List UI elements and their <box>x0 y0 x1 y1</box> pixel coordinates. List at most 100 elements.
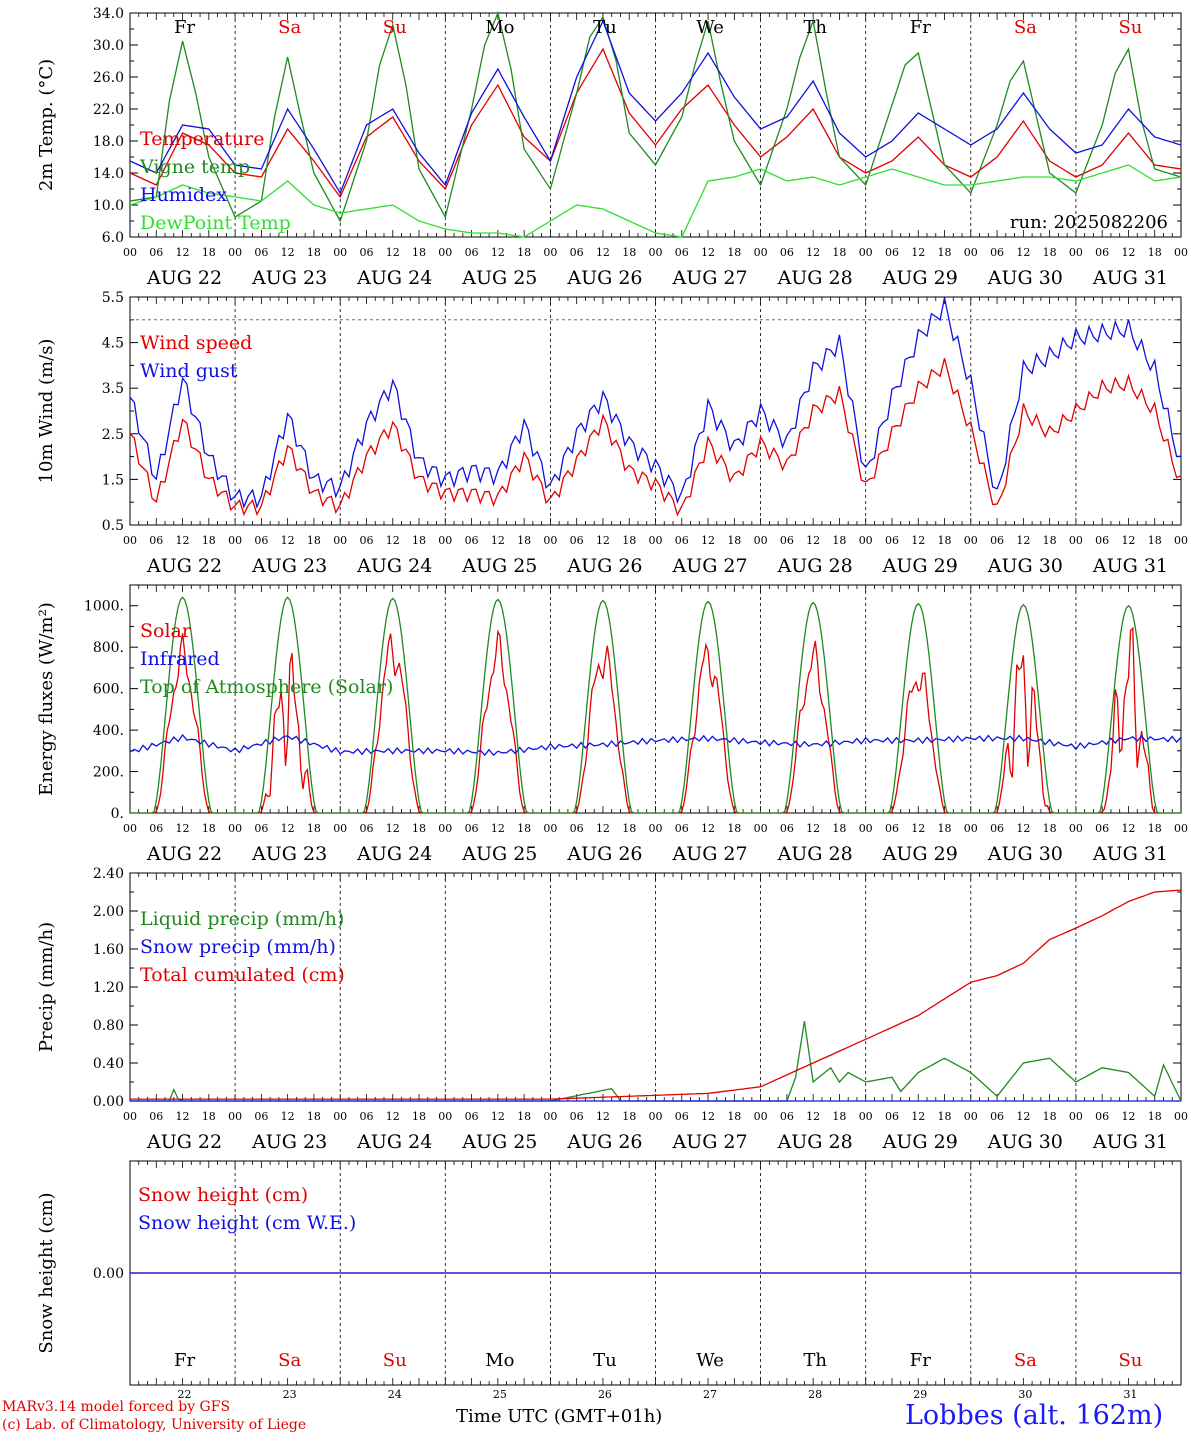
hour-tick-label: 12 <box>596 534 610 547</box>
y-axis-label: Energy fluxes (W/m²) <box>36 602 57 796</box>
series-line-wind-speed <box>129 358 1182 517</box>
hour-tick-label: 00 <box>543 1110 557 1123</box>
date-label: AUG 23 <box>251 267 327 289</box>
series-line-infrared <box>129 733 1182 757</box>
hour-tick-label: 18 <box>412 1110 426 1123</box>
hour-tick-label: 00 <box>1069 822 1083 835</box>
hour-tick-label: 06 <box>570 1110 584 1123</box>
y-tick-label: 0.00 <box>93 1266 124 1282</box>
y-tick-label: 34.0 <box>93 6 124 22</box>
hour-tick-label: 00 <box>543 534 557 547</box>
hour-tick-label: 06 <box>885 246 899 259</box>
day-name-bottom: Fr <box>174 1350 195 1371</box>
date-label: AUG 28 <box>777 555 853 577</box>
day-number-label: 31 <box>1123 1388 1137 1401</box>
hour-tick-label: 00 <box>754 246 768 259</box>
hour-tick-label: 06 <box>254 534 268 547</box>
hour-tick-label: 06 <box>780 246 794 259</box>
hour-tick-label: 12 <box>386 822 400 835</box>
hour-tick-label: 06 <box>254 1110 268 1123</box>
hour-tick-label: 00 <box>754 822 768 835</box>
hour-tick-label: 12 <box>1016 1110 1030 1123</box>
hour-tick-label: 12 <box>1121 246 1135 259</box>
series-line-top-of-atmosphere-solar- <box>130 596 1181 814</box>
y-tick-label: 600. <box>93 682 124 698</box>
legend-entry: Solar <box>140 620 192 642</box>
day-name-bottom: Su <box>383 1350 407 1371</box>
hour-tick-label: 06 <box>149 534 163 547</box>
series-line-wind-gust <box>129 297 1182 509</box>
hour-tick-label: 18 <box>1043 246 1057 259</box>
date-label: AUG 28 <box>777 843 853 865</box>
hour-tick-label: 00 <box>1069 534 1083 547</box>
hour-tick-label: 18 <box>622 822 636 835</box>
hour-tick-label: 06 <box>149 822 163 835</box>
y-axis-label: 10m Wind (m/s) <box>36 339 57 484</box>
y-tick-label: 30.0 <box>93 38 124 54</box>
hour-tick-label: 12 <box>806 246 820 259</box>
hour-tick-label: 18 <box>517 822 531 835</box>
hour-tick-label: 18 <box>622 1110 636 1123</box>
legend-entry: Liquid precip (mm/h) <box>140 908 344 930</box>
hour-tick-label: 06 <box>149 1110 163 1123</box>
day-number-label: 27 <box>703 1388 717 1401</box>
hour-tick-label: 12 <box>386 1110 400 1123</box>
hour-tick-label: 06 <box>465 1110 479 1123</box>
hour-tick-label: 00 <box>964 534 978 547</box>
hour-tick-label: 06 <box>780 1110 794 1123</box>
hour-tick-label: 12 <box>176 534 190 547</box>
legend-entry: Infrared <box>140 648 220 670</box>
hour-tick-label: 00 <box>333 534 347 547</box>
y-tick-label: 6.0 <box>102 230 124 246</box>
hour-tick-label: 00 <box>543 822 557 835</box>
date-label: AUG 24 <box>356 843 432 865</box>
date-label: AUG 25 <box>461 555 537 577</box>
hour-tick-label: 18 <box>1043 822 1057 835</box>
legend-entry: Wind speed <box>140 332 252 354</box>
hour-tick-label: 06 <box>1095 822 1109 835</box>
hour-tick-label: 18 <box>622 246 636 259</box>
hour-tick-label: 12 <box>911 534 925 547</box>
day-name-top: Sa <box>278 17 301 38</box>
hour-tick-label: 00 <box>1174 246 1188 259</box>
y-tick-label: 1.5 <box>102 472 124 488</box>
hour-tick-label: 00 <box>333 822 347 835</box>
day-name-top: Th <box>803 17 827 38</box>
hour-tick-label: 12 <box>281 822 295 835</box>
hour-tick-label: 18 <box>1043 534 1057 547</box>
hour-tick-label: 00 <box>228 822 242 835</box>
hour-tick-label: 18 <box>412 246 426 259</box>
hour-tick-label: 00 <box>649 1110 663 1123</box>
date-label: AUG 29 <box>882 555 958 577</box>
date-label: AUG 30 <box>987 1131 1063 1153</box>
y-tick-label: 5.5 <box>102 290 124 306</box>
hour-tick-label: 12 <box>281 1110 295 1123</box>
hour-tick-label: 06 <box>1095 534 1109 547</box>
hour-tick-label: 18 <box>832 246 846 259</box>
day-name-top: We <box>696 17 724 38</box>
hour-tick-label: 12 <box>281 246 295 259</box>
legend-entry: Vigne temp <box>139 156 250 178</box>
date-label: AUG 23 <box>251 1131 327 1153</box>
hour-tick-label: 12 <box>596 246 610 259</box>
date-label: AUG 28 <box>777 1131 853 1153</box>
hour-tick-label: 00 <box>859 534 873 547</box>
hour-tick-label: 00 <box>1069 246 1083 259</box>
hour-tick-label: 06 <box>1095 246 1109 259</box>
hour-tick-label: 12 <box>491 1110 505 1123</box>
date-label: AUG 27 <box>671 267 747 289</box>
hour-tick-label: 00 <box>859 246 873 259</box>
y-axis-label: Snow height (cm) <box>36 1192 57 1353</box>
hour-tick-label: 12 <box>491 246 505 259</box>
hour-tick-label: 06 <box>570 246 584 259</box>
hour-tick-label: 00 <box>649 534 663 547</box>
series-line-dewpoint-temp <box>129 164 1182 238</box>
date-label: AUG 27 <box>671 1131 747 1153</box>
hour-tick-label: 00 <box>333 1110 347 1123</box>
hour-tick-label: 12 <box>911 1110 925 1123</box>
hour-tick-label: 18 <box>938 246 952 259</box>
date-label: AUG 22 <box>146 1131 222 1153</box>
hour-tick-label: 18 <box>307 246 321 259</box>
date-label: AUG 30 <box>987 267 1063 289</box>
run-label: run: 2025082206 <box>1010 212 1168 233</box>
